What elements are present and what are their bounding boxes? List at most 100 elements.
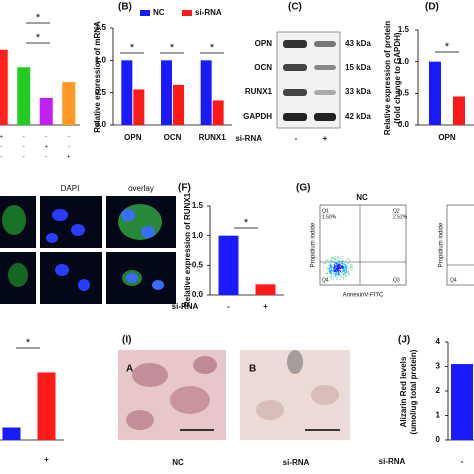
- legend-swatch: [182, 10, 192, 16]
- treatment-sign: -: [45, 135, 47, 141]
- blot-size: 43 kDa: [345, 39, 371, 48]
- legend-label: NC: [153, 8, 165, 17]
- panel-label: (J): [398, 335, 410, 346]
- panel-label: (D): [425, 2, 439, 13]
- flow-title: NC: [356, 193, 368, 202]
- y-tick-label: 0: [436, 435, 441, 444]
- y-axis-title: Alizarin Red levels: [399, 356, 408, 427]
- treatment-sign: -: [0, 155, 2, 161]
- x-axis-title: si-RNA: [172, 302, 199, 311]
- x-tick-label: -: [227, 302, 230, 311]
- image-letter: B: [249, 364, 256, 375]
- panel-label: (I): [122, 335, 131, 346]
- blot-row: OCN: [254, 63, 272, 72]
- significance-mark: *: [36, 12, 41, 24]
- panel-label: (B): [118, 2, 132, 13]
- y-tick-label: 0.0: [192, 290, 204, 299]
- y-tick-label: 0.0: [398, 120, 410, 129]
- bar: [161, 60, 172, 126]
- bar: [429, 61, 441, 125]
- quadrant-label: Q1: [322, 208, 329, 214]
- y-tick-label: 0.5: [95, 88, 107, 97]
- staining-texture: [126, 350, 339, 430]
- y-axis-title: Relative expression of protein: [383, 21, 392, 135]
- quadrant-label: Q4: [450, 277, 457, 283]
- y-axis-title: Relative expression of RUNX1: [183, 192, 192, 307]
- bar: [451, 364, 473, 440]
- blot-lane: -: [295, 134, 298, 143]
- flow-dots: [322, 255, 354, 281]
- treatment-sign: -: [23, 135, 25, 141]
- y-tick-label: 0.0: [95, 120, 107, 129]
- significance-mark: *: [170, 42, 175, 54]
- x-tick-label: RUNX1: [199, 133, 227, 142]
- y-tick-label: 1.0: [192, 231, 204, 240]
- bar: [173, 84, 184, 125]
- y-tick-label: 1.5: [398, 25, 410, 34]
- x-tick-label: +: [44, 455, 49, 464]
- treatment-sign: -: [68, 145, 70, 151]
- y-tick-label: 2: [436, 386, 441, 395]
- bar: [212, 100, 224, 125]
- significance-mark: *: [130, 42, 135, 54]
- y-tick-label: 0.5: [398, 88, 410, 97]
- y-tick-label: 4: [436, 337, 441, 346]
- x-axis-title: si-RNA: [379, 457, 406, 466]
- bar: [0, 49, 8, 125]
- x-tick-label: -: [461, 457, 464, 466]
- y-axis-title: (umol/ug total protein): [409, 349, 418, 434]
- bar: [39, 97, 53, 125]
- treatment-sign: -: [0, 145, 2, 151]
- flow-xlabel: AnnexinV-FITC: [343, 293, 384, 299]
- blot-row: RUNX1: [245, 87, 273, 96]
- quadrant-label: Q2: [393, 208, 400, 214]
- microscopy-images: [0, 196, 176, 304]
- significance-mark: *: [210, 42, 215, 54]
- microscopy-column: overlay: [128, 184, 154, 193]
- flow-ylabel: Propidium iodide: [439, 222, 445, 267]
- x-tick-label: OPN: [124, 133, 142, 142]
- blot-row: OPN: [255, 39, 273, 48]
- image-caption: si-RNA: [283, 458, 310, 467]
- significance-mark: *: [244, 217, 249, 229]
- significance-mark: *: [26, 337, 31, 349]
- y-tick-label: 0.5: [192, 260, 204, 269]
- quadrant-value: 2.52%: [393, 214, 408, 220]
- quadrant-label: Q4: [322, 277, 329, 283]
- panel-label: (F): [178, 183, 191, 194]
- microscopy-column: DAPI: [61, 184, 80, 193]
- significance-mark: *: [445, 41, 450, 53]
- x-tick-label: OPN: [438, 133, 456, 142]
- significance-mark: *: [36, 32, 41, 44]
- y-tick-label: 1: [436, 411, 441, 420]
- blot-treatment: si-RNA: [235, 134, 262, 143]
- quadrant-value: 1.50%: [322, 214, 337, 220]
- treatment-sign: -: [23, 145, 25, 151]
- y-tick-label: 3: [436, 362, 441, 371]
- bar: [255, 284, 276, 295]
- bar: [453, 96, 465, 125]
- bar: [200, 60, 212, 126]
- treatment-sign: +: [67, 155, 71, 161]
- panel-label: (G): [296, 183, 310, 194]
- treatment-sign: -: [23, 155, 25, 161]
- blot-row: GAPDH: [243, 112, 272, 121]
- blot-bands: [283, 40, 336, 121]
- bar: [62, 82, 76, 125]
- legend-label: si-RNA: [195, 8, 222, 17]
- image-caption: NC: [172, 458, 184, 467]
- y-tick-label: 1.0: [398, 57, 410, 66]
- blot-size: 15 kDa: [345, 63, 371, 72]
- treatment-sign: +: [0, 135, 3, 141]
- treatment-sign: -: [68, 135, 70, 141]
- flow-ylabel: Propidium iodide: [311, 222, 317, 267]
- image-letter: A: [126, 364, 133, 375]
- bar: [17, 67, 31, 125]
- bar: [133, 89, 145, 125]
- y-tick-label: 1.5: [95, 23, 107, 32]
- y-axis-title: (fold change to GAPDH): [393, 32, 402, 123]
- x-tick-label: OCN: [164, 133, 182, 142]
- bar: [37, 372, 56, 440]
- panel-label: (C): [288, 2, 302, 13]
- quadrant-label: Q3: [393, 277, 400, 283]
